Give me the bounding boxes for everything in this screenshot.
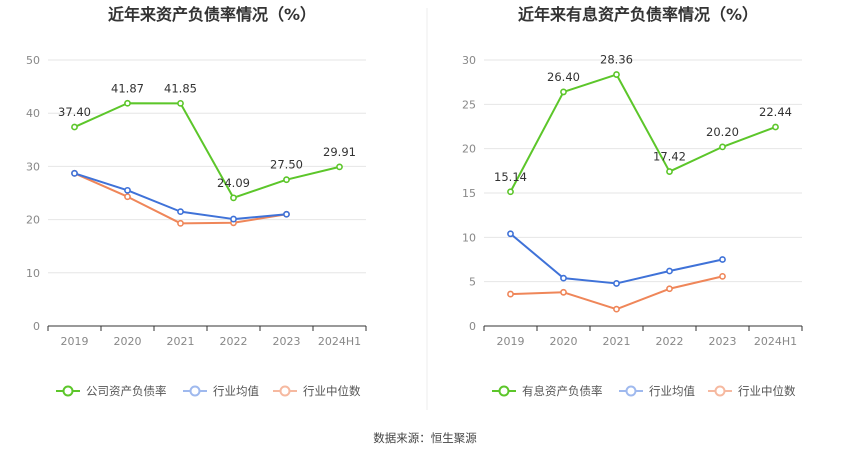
data-label: 37.40 (58, 105, 91, 119)
y-tick-label: 0 (469, 320, 476, 333)
y-tick-label: 30 (26, 160, 40, 173)
data-point (560, 274, 567, 282)
data-point (230, 194, 237, 202)
x-tick-label: 2022 (220, 335, 248, 348)
y-tick-label: 20 (26, 214, 40, 227)
data-point (71, 123, 78, 131)
data-point (507, 230, 514, 238)
series-line-main (74, 102, 340, 199)
data-point (336, 163, 343, 171)
data-point (124, 186, 131, 194)
legend-item-2: 行业中位数 (708, 384, 796, 398)
data-source-note: 数据来源：恒生聚源 (373, 431, 477, 445)
data-point (666, 168, 673, 175)
data-label: 24.09 (217, 176, 250, 190)
data-point (613, 280, 620, 287)
data-label: 29.91 (323, 145, 356, 159)
data-point (230, 215, 237, 223)
data-point (560, 88, 567, 96)
data-point (177, 99, 184, 107)
legend-label: 有息资产负债率 (522, 384, 603, 398)
y-tick-label: 0 (33, 320, 40, 333)
x-tick-label: 2022 (656, 335, 684, 348)
legend-item-0: 公司资产负债率 (56, 384, 167, 398)
data-point (283, 176, 290, 184)
y-tick-label: 40 (26, 107, 40, 120)
data-point (560, 288, 567, 296)
legend-swatch-marker (279, 385, 291, 397)
data-point (613, 71, 620, 78)
chart-debt-ratio: 近年来资产负债率情况（%） 0 10 20 30 40 50 2019 2020 2021 2022… (26, 5, 367, 398)
data-label: 17.42 (653, 150, 686, 164)
legend-swatch-marker (498, 385, 510, 397)
data-point (666, 267, 673, 275)
data-point (177, 219, 184, 227)
data-label: 28.36 (600, 53, 633, 67)
series-line-industry-median (74, 172, 287, 225)
x-tick-label: 2023 (709, 335, 737, 348)
legend-swatch-marker (189, 385, 201, 397)
data-point (507, 188, 514, 196)
data-point (613, 305, 620, 313)
legend-swatch-marker (714, 385, 726, 397)
data-point (124, 193, 131, 201)
data-point (719, 272, 726, 280)
legend-swatch-marker (625, 385, 637, 397)
legend-label: 行业中位数 (738, 384, 796, 398)
chart-title: 近年来有息资产负债率情况（%） (518, 5, 758, 24)
x-tick-label: 2024H1 (754, 335, 797, 348)
x-tick-label: 2023 (273, 335, 301, 348)
legend-label: 公司资产负债率 (86, 384, 167, 398)
legend-label: 行业均值 (649, 384, 695, 398)
x-tick-label: 2020 (114, 335, 142, 348)
series-line-industry-average (509, 233, 723, 285)
legend-swatch-marker (62, 385, 74, 397)
legend-label: 行业中位数 (303, 384, 361, 398)
data-point (719, 143, 726, 151)
y-tick-label: 10 (26, 267, 40, 280)
data-point (177, 208, 184, 216)
data-label: 15.14 (494, 170, 527, 184)
data-point (71, 169, 78, 177)
chart-interest-bearing-debt-ratio: 近年来有息资产负债率情况（%） 0 5 10 15 20 25 30 2019 2020 2021 2… (462, 5, 803, 398)
y-tick-label: 30 (462, 54, 476, 67)
y-tick-label: 50 (26, 54, 40, 67)
legend-label: 行业均值 (213, 384, 259, 398)
legend-item-1: 行业均值 (619, 384, 695, 398)
data-label: 41.87 (111, 81, 144, 95)
x-tick-label: 2024H1 (318, 335, 361, 348)
data-label: 26.40 (547, 70, 580, 84)
data-point (124, 99, 131, 107)
legend-item-0: 有息资产负债率 (492, 384, 603, 398)
y-tick-label: 20 (462, 143, 476, 156)
data-point (283, 210, 290, 218)
data-point (719, 256, 726, 263)
x-tick-label: 2020 (550, 335, 578, 348)
data-point (507, 290, 514, 298)
series-line-main (509, 73, 776, 193)
data-point (772, 123, 779, 131)
data-label: 22.44 (759, 105, 792, 119)
x-tick-label: 2021 (603, 335, 631, 348)
data-label: 20.20 (706, 125, 739, 139)
y-tick-label: 15 (462, 187, 476, 200)
legend-item-2: 行业中位数 (273, 384, 361, 398)
x-tick-label: 2019 (61, 335, 89, 348)
chart-title: 近年来资产负债率情况（%） (108, 5, 316, 24)
data-label: 41.85 (164, 81, 197, 95)
y-tick-label: 5 (469, 276, 476, 289)
data-label: 27.50 (270, 158, 303, 172)
legend-item-1: 行业均值 (183, 384, 259, 398)
x-tick-label: 2019 (497, 335, 525, 348)
data-point (666, 285, 673, 293)
y-tick-label: 10 (462, 231, 476, 244)
y-tick-label: 25 (462, 98, 476, 111)
x-tick-label: 2021 (167, 335, 195, 348)
